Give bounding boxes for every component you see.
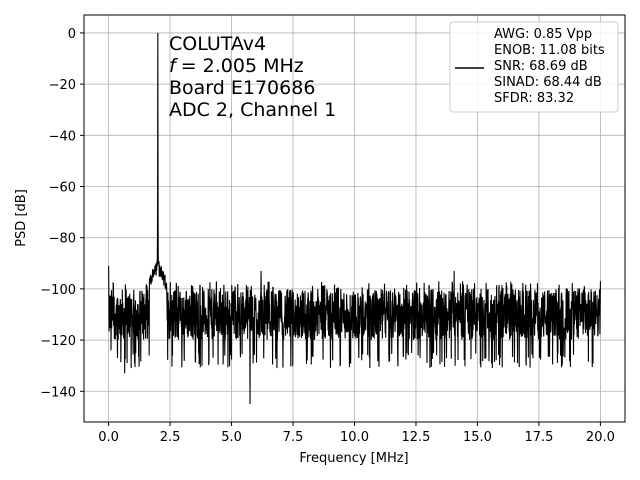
annotation-line-adc: ADC 2, Channel 1 <box>169 99 336 121</box>
legend-entry-awg: AWG: 0.85 Vpp <box>494 27 592 42</box>
annotation: COLUTAv4 f = 2.005 MHz Board E170686 ADC … <box>169 33 336 121</box>
legend: AWG: 0.85 Vpp ENOB: 11.08 bits SNR: 68.6… <box>449 21 619 113</box>
x-axis: 0.0 2.5 5.0 7.5 10.0 12.5 15.0 17.5 20.0 <box>98 422 615 445</box>
frequency-value: = 2.005 MHz <box>181 55 304 77</box>
y-tick-label: −40 <box>49 129 76 144</box>
frequency-symbol: f <box>169 55 179 77</box>
grid-lines <box>84 15 625 422</box>
x-tick-label: 2.5 <box>160 430 181 445</box>
annotation-line-board: Board E170686 <box>169 77 315 99</box>
y-tick-label: −60 <box>49 181 76 196</box>
y-tick-label: −100 <box>40 283 76 298</box>
x-tick-label: 5.0 <box>221 430 242 445</box>
psd-series-line <box>108 32 601 405</box>
annotation-line-chip: COLUTAv4 <box>169 33 266 55</box>
x-tick-label: 20.0 <box>586 430 615 445</box>
y-axis-label: PSD [dB] <box>14 189 29 247</box>
y-tick-label: −20 <box>49 78 76 93</box>
legend-entry-snr: SNR: 68.69 dB <box>494 59 588 74</box>
legend-box <box>449 21 619 113</box>
x-tick-label: 12.5 <box>402 430 431 445</box>
y-axis: 0 −20 −40 −60 −80 −100 −120 −140 <box>40 27 84 400</box>
annotation-line-frequency: f = 2.005 MHz <box>169 55 304 77</box>
legend-entry-enob: ENOB: 11.08 bits <box>494 43 605 58</box>
y-tick-label: 0 <box>68 27 76 42</box>
y-tick-label: −140 <box>40 385 76 400</box>
y-tick-label: −80 <box>49 232 76 247</box>
legend-entry-sfdr: SFDR: 83.32 <box>494 91 574 106</box>
x-tick-label: 10.0 <box>340 430 369 445</box>
x-tick-label: 17.5 <box>524 430 553 445</box>
y-tick-label: −120 <box>40 334 76 349</box>
x-tick-label: 15.0 <box>463 430 492 445</box>
legend-entry-sinad: SINAD: 68.44 dB <box>494 75 602 90</box>
x-tick-label: 0.0 <box>98 430 119 445</box>
x-axis-label: Frequency [MHz] <box>299 451 408 466</box>
x-tick-label: 7.5 <box>283 430 304 445</box>
